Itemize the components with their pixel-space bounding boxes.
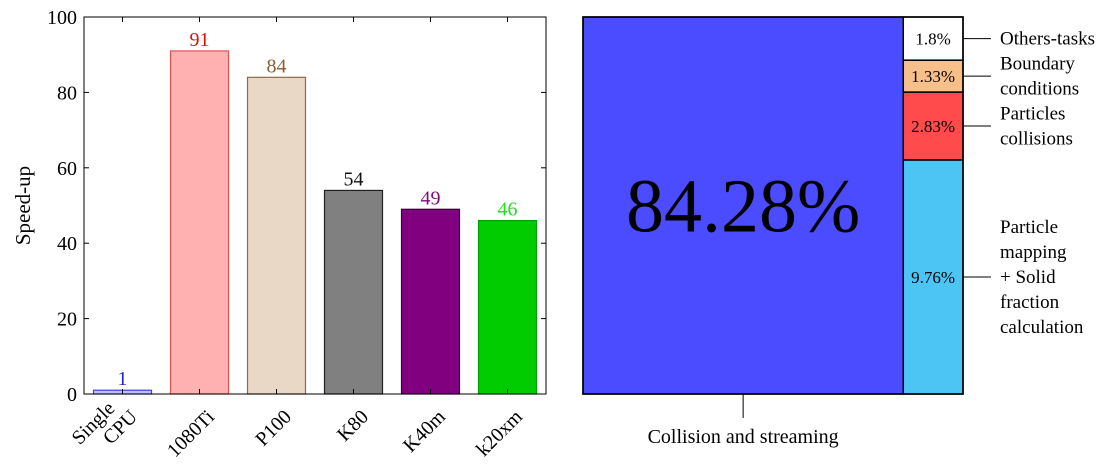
plot-frame (83, 16, 547, 395)
segment-others-tasks (902, 16, 964, 61)
data-label: 49 (421, 187, 441, 209)
x-tick-label-line: k20xm (472, 406, 527, 461)
segment-value-label: 9.76% (911, 268, 955, 287)
x-tick-label: 1080Ti (163, 406, 219, 462)
segment-name-line: Boundary (1000, 54, 1075, 75)
data-label: 1 (118, 368, 128, 390)
x-tick-label-line: K40m (399, 406, 450, 457)
data-label: 46 (498, 199, 518, 221)
segment-name-line: collisions (1000, 128, 1073, 149)
segment-value-label: 2.83% (911, 117, 955, 136)
segment-collision-and-streaming (582, 16, 905, 395)
x-tick-label-line: K80 (333, 406, 373, 446)
segment-name-line: conditions (1000, 79, 1079, 100)
bar-k40m (400, 208, 461, 395)
segment-name-line: fraction (1000, 292, 1060, 313)
segment-name-label: Particle mapping + Solid fraction calculatio… (1000, 217, 1084, 338)
x-tick-label: K40m (399, 406, 450, 457)
segment-value-label: 84.28% (626, 165, 860, 249)
treemap-frame (582, 16, 964, 395)
y-tick-label: 0 (67, 384, 77, 406)
x-tick-label-line: 1080Ti (163, 406, 219, 462)
data-label: 91 (190, 29, 210, 51)
bar-k20xm (477, 219, 538, 395)
runtime-breakdown-treemap: 84.28% 9.76% Particle mapping + Solid fractio… (582, 16, 1095, 448)
y-tick-label: 100 (47, 7, 77, 29)
x-tick-label: K80 (333, 406, 373, 446)
segment-name-line: Particles (1000, 103, 1065, 124)
segment-name-line: Particle (1000, 217, 1058, 238)
segment-name-label: Boundary conditions (1000, 54, 1079, 100)
y-tick-label: 60 (57, 158, 77, 180)
y-tick-label: 40 (57, 233, 77, 255)
segment-name-label: Particles collisions (1000, 103, 1073, 149)
bar-p100 (246, 76, 307, 395)
segment-name-label: Others-tasks (1000, 29, 1095, 50)
bar-1080ti (169, 50, 230, 395)
x-axis-label: Collision and streaming (648, 426, 839, 448)
x-tick-label: SingleCPU (68, 390, 143, 465)
bar-k80 (323, 189, 384, 395)
data-label: 84 (267, 55, 287, 77)
segment-name-line: mapping (1000, 242, 1067, 263)
speedup-bar-chart: 1 91 84 54 49 46 0 20 40 60 80 100 SingleCPU 1080Ti P1… (11, 7, 547, 465)
segment-value-label: 1.33% (911, 67, 955, 86)
segment-value-label: 1.8% (915, 30, 950, 49)
segment-name-line: Others-tasks (1000, 29, 1095, 50)
data-label: 54 (344, 168, 364, 190)
segment-name-line: calculation (1000, 317, 1084, 338)
x-tick-label: P100 (251, 406, 296, 451)
y-axis-label: Speed-up (11, 166, 35, 245)
y-tick-label: 20 (57, 309, 77, 331)
y-tick-label: 80 (57, 82, 77, 104)
x-tick-label: k20xm (472, 406, 527, 461)
segment-particle-mapping-solid-fraction-calculation (902, 159, 964, 395)
segment-name-line: + Solid (1000, 267, 1056, 288)
x-tick-label-line: P100 (251, 406, 296, 451)
